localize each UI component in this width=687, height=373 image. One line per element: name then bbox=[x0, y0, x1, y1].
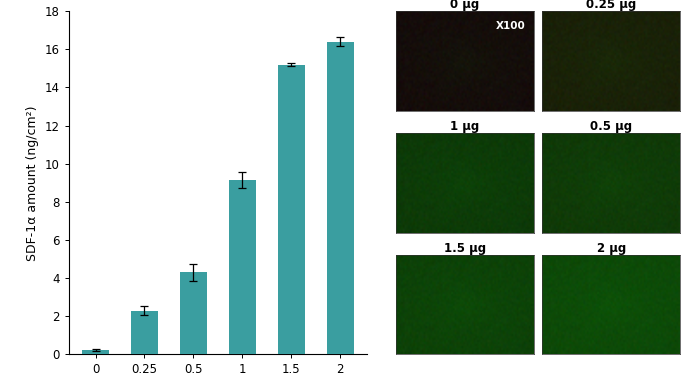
Title: 0.25 μg: 0.25 μg bbox=[586, 0, 636, 11]
Title: 1.5 μg: 1.5 μg bbox=[444, 242, 486, 255]
Bar bbox=[82, 350, 109, 354]
Bar bbox=[180, 272, 207, 354]
Title: 0.5 μg: 0.5 μg bbox=[590, 120, 632, 133]
Text: X100: X100 bbox=[496, 21, 526, 31]
Y-axis label: SDF-1α amount (ng/cm²): SDF-1α amount (ng/cm²) bbox=[26, 105, 39, 260]
Title: 2 μg: 2 μg bbox=[596, 242, 626, 255]
Bar bbox=[326, 42, 354, 354]
Title: 1 μg: 1 μg bbox=[451, 120, 480, 133]
Bar bbox=[278, 65, 304, 354]
Bar bbox=[131, 310, 158, 354]
Title: 0 μg: 0 μg bbox=[451, 0, 480, 11]
Bar bbox=[229, 180, 256, 354]
